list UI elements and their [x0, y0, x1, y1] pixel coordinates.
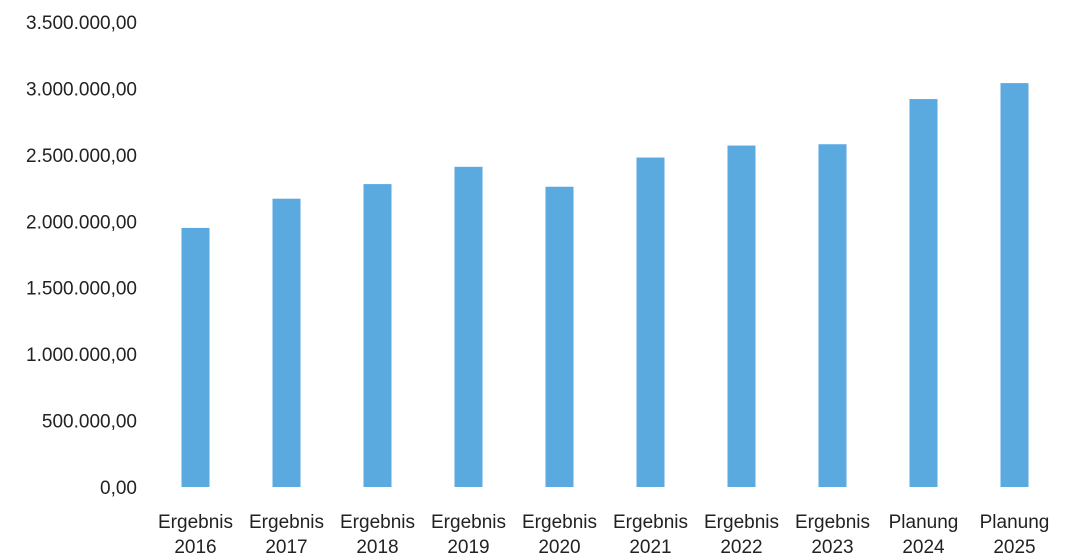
y-tick-label: 1.000.000,00 [26, 345, 137, 366]
y-tick-label: 3.500.000,00 [26, 13, 137, 34]
y-tick-label: 2.000.000,00 [26, 212, 137, 233]
x-tick-label: Ergebnis 2019 [431, 512, 506, 555]
y-tick-label: 2.500.000,00 [26, 146, 137, 167]
x-tick-label: Planung 2025 [980, 512, 1050, 555]
bar [1000, 83, 1029, 487]
y-tick-label: 0,00 [100, 478, 137, 499]
bar [454, 166, 483, 488]
x-tick-label: Ergebnis 2018 [340, 512, 415, 555]
y-tick-label: 3.000.000,00 [26, 79, 137, 100]
bar [181, 227, 210, 487]
bar [363, 184, 392, 488]
x-tick-label: Ergebnis 2016 [158, 512, 233, 555]
x-tick-label: Ergebnis 2020 [522, 512, 597, 555]
y-tick-label: 1.500.000,00 [26, 279, 137, 300]
bar [909, 99, 938, 488]
x-tick-label: Ergebnis 2022 [704, 512, 779, 555]
bar [727, 145, 756, 488]
y-tick-label: 500.000,00 [42, 412, 137, 433]
y-axis: 0,00 500.000,00 1.000.000,00 1.500.000,00 2.… [26, 13, 137, 499]
x-tick-label: Planung 2024 [889, 512, 959, 555]
x-axis: Ergebnis 2016 Ergebnis 2017 Ergebnis 2018 Erge… [158, 512, 1049, 555]
bar [636, 157, 665, 487]
bars [181, 83, 1029, 488]
x-tick-label: Ergebnis 2021 [613, 512, 688, 555]
bar [818, 144, 847, 487]
bar [545, 186, 574, 487]
bar [272, 198, 301, 487]
x-tick-label: Ergebnis 2023 [795, 512, 870, 555]
x-tick-label: Ergebnis 2017 [249, 512, 324, 555]
